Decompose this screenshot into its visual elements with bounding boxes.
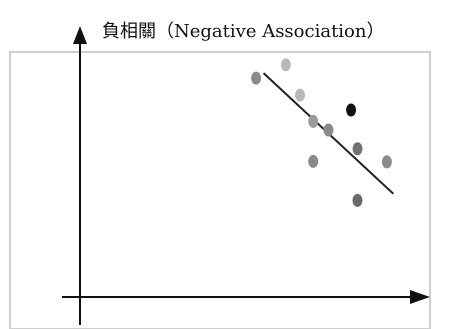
data-point — [308, 114, 319, 128]
data-point — [295, 88, 306, 102]
data-points — [251, 58, 392, 207]
y-axis-arrow — [73, 26, 87, 44]
data-point — [352, 193, 363, 207]
data-point — [323, 123, 334, 137]
data-point — [280, 58, 291, 72]
data-point — [346, 103, 357, 117]
axes — [62, 26, 430, 325]
data-point — [308, 154, 319, 168]
x-axis-arrow — [410, 290, 430, 304]
plot-frame — [9, 51, 431, 329]
data-point — [352, 142, 363, 156]
chart-title: 負相關（Negative Association） — [102, 21, 385, 42]
data-point — [381, 155, 392, 169]
data-point — [251, 71, 262, 85]
